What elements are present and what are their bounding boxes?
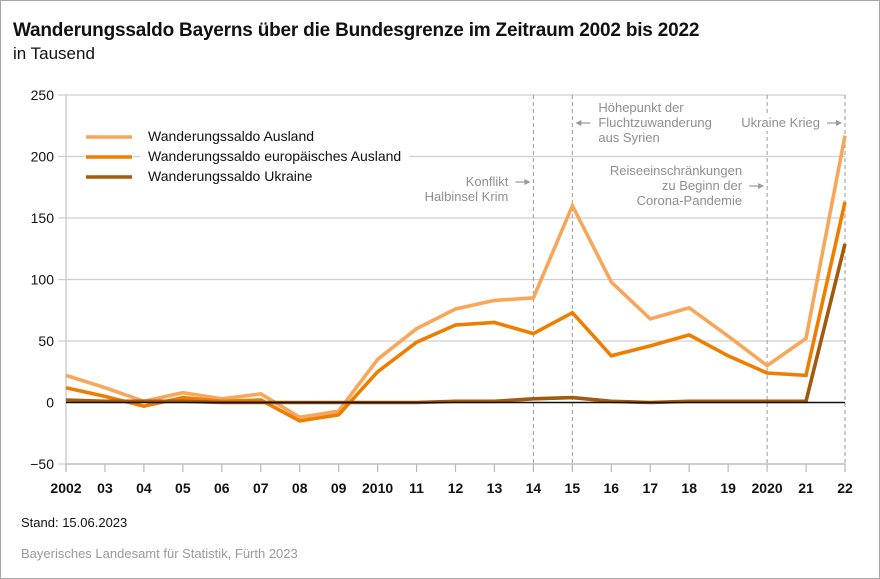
arrow-icon [827,120,842,126]
x-tick-label: 19 [720,480,736,496]
arrow-icon [575,120,591,126]
annotation-krim-line: Konflikt [466,174,509,189]
x-tick-label: 11 [409,480,424,496]
annotation-krim-line: Halbinsel Krim [425,189,509,204]
annotation-corona-line: zu Beginn der [662,178,743,193]
x-tick-label: 13 [487,480,503,496]
chart-subtitle: in Tausend [13,44,95,63]
chart-title: Wanderungssaldo Bayerns über die Bundesg… [13,20,700,41]
y-tick-label: 200 [31,149,55,165]
y-tick-label: 250 [31,87,55,103]
arrow-icon [515,179,531,185]
y-tick-label: 0 [46,395,54,411]
legend-label: Wanderungssaldo Ausland [148,128,314,144]
annotation-syrien-line: aus Syrien [598,130,659,145]
annotation-krim: Konflikt Halbinsel Krim [425,174,509,204]
annotation-ukraine-bg [738,114,823,131]
x-tick-label: 08 [292,480,308,496]
x-tick-label: 12 [448,480,464,496]
annotation-ukraine-line: Ukraine Krieg [741,115,820,130]
legend-label-bg [140,164,321,182]
x-tick-label: 09 [331,480,347,496]
annotation-syrien-line: Fluchtzuwanderung [598,115,711,130]
annotations: Konflikt Halbinsel Krim Höhepunkt der Fluch… [421,99,842,209]
x-tick-label: 14 [526,480,542,496]
arrow-head [524,179,531,185]
arrow-head [758,183,765,189]
x-tick-label: 18 [681,480,697,496]
x-tick-label: 04 [136,480,152,496]
series-line-0 [65,135,847,420]
legend-label-bg [140,124,323,142]
annotation-corona-bg [606,162,746,209]
series-line-2 [65,243,847,405]
legend: Wanderungssaldo Ausland Wanderungssaldo e… [85,124,410,184]
x-tick-label: 16 [604,480,620,496]
y-tick-label: 100 [31,272,55,288]
x-tick-label: 2020 [752,480,783,496]
series-line-1 [65,201,847,423]
annotation-corona-line: Corona-Pandemie [637,193,743,208]
axes: −50 0 50 100 150 200 250 2002 03 04 05 06 07 08 09 2010… [30,87,853,496]
x-tick-label: 03 [97,480,113,496]
x-tick-label: 2002 [50,480,81,496]
event-marker-lines [532,95,846,468]
annotation-syrien-line: Höhepunkt der [598,100,684,115]
legend-label: Wanderungssaldo europäisches Ausland [148,148,401,164]
arrow-head [836,120,842,126]
x-tick-label: 06 [214,480,230,496]
x-tick-label: 22 [837,480,853,496]
x-tick-label: 17 [642,480,658,496]
x-tick-label: 15 [565,480,581,496]
series-lines [65,135,847,423]
arrow-head [575,120,582,126]
annotation-ukraine: Ukraine Krieg [741,115,820,130]
x-tick-label: 21 [798,480,814,496]
legend-label-bg [140,144,410,162]
data-as-of-date: Stand: 15.06.2023 [21,515,128,530]
x-tick-label: 05 [175,480,191,496]
y-tick-label: 50 [38,333,54,349]
x-tick-label: 2010 [362,480,393,496]
annotation-syrien-bg [595,99,715,146]
x-tick-label: 07 [253,480,269,496]
arrow-icon [749,183,765,189]
y-tick-label: −50 [30,456,54,472]
annotation-krim-bg [421,173,512,205]
annotation-corona-line: Reiseeinschränkungen [610,163,742,178]
y-tick-label: 150 [31,210,55,226]
legend-label: Wanderungssaldo Ukraine [148,168,313,184]
annotation-syrien: Höhepunkt der Fluchtzuwanderung aus Syrien [598,100,711,145]
source-credit: Bayerisches Landesamt für Statistik, Für… [21,546,298,561]
annotation-corona: Reiseeinschränkungen zu Beginn der Corona-… [610,163,743,208]
